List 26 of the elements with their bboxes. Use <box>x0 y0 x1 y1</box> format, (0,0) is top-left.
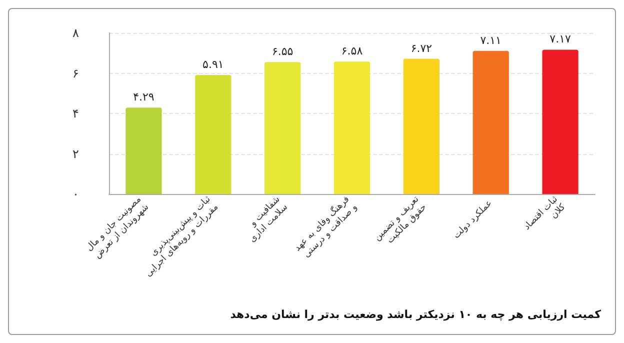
x-tick-label: ثبات اقتصاد کلان <box>522 194 568 232</box>
data-label: ۶.۷۲ <box>410 42 432 55</box>
bar <box>195 75 232 194</box>
y-tick-label: ۰ <box>72 187 79 201</box>
y-tick-label: ۶ <box>72 66 79 80</box>
text: کمیت ارزیابی هر چه به ۱۰ نزدیکتر باشد وضعیت بدتر را نشان می‌دهد <box>230 308 602 321</box>
bar <box>472 50 509 194</box>
y-tick-label: ۴ <box>72 106 79 120</box>
bar <box>542 50 578 194</box>
data-label: ۷.۱۷ <box>550 32 571 46</box>
x-tick-label: شفافیت و سلامت اداری <box>248 194 290 245</box>
x-tick-label: فرهنگ وفای به عهد و صداقت و درستی <box>291 193 360 260</box>
data-label: ۶.۵۵ <box>272 45 294 58</box>
data-label: ۶.۵۸ <box>341 44 363 58</box>
data-label: ۵.۹۱ <box>202 58 224 72</box>
y-tick-label: ۸ <box>72 26 80 40</box>
bar <box>264 62 301 194</box>
data-label: ۴.۲۹ <box>133 90 154 104</box>
bar <box>126 108 162 194</box>
x-tick-label: تعریف و تضمین حقوق مالکیت <box>372 194 429 246</box>
data-label: ۷.۱۱ <box>480 34 502 47</box>
y-tick-label: ۲ <box>72 146 79 161</box>
bar <box>403 58 440 194</box>
x-tick-label: عملکرد دولت <box>452 198 494 242</box>
x-tick-label: مصونیت جان و مال شهروندان از تعرض <box>84 194 152 261</box>
bar <box>334 62 370 194</box>
